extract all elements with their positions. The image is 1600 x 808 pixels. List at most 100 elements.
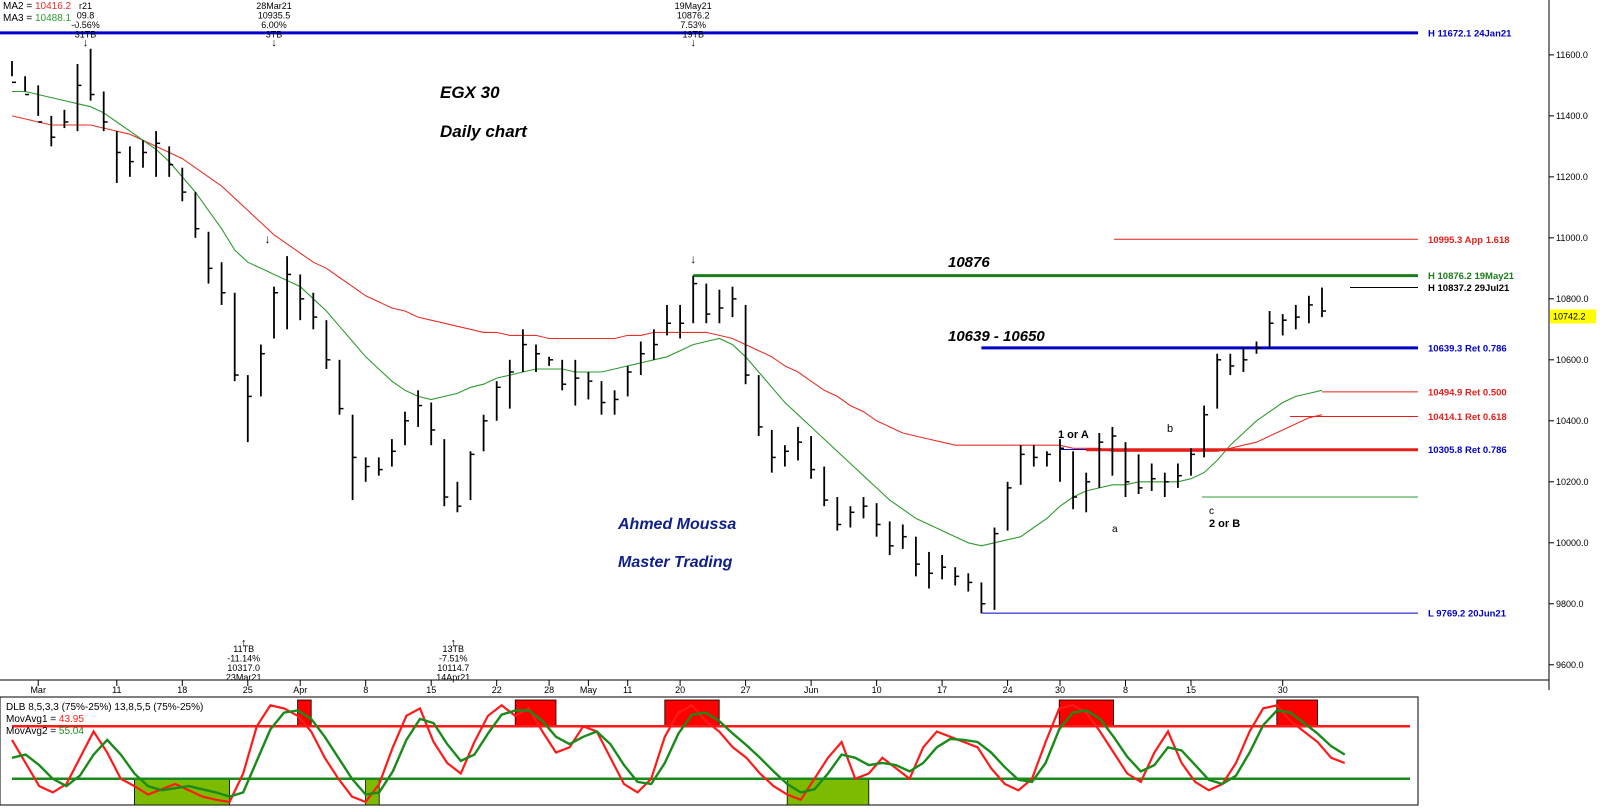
pivot-arrow-icon: ↓ bbox=[690, 252, 696, 266]
level-label: H 10876.2 19May21 bbox=[1428, 271, 1515, 282]
fib-levels: H 11672.1 24Jan21 10995.3 App 1.618 H 1087… bbox=[0, 28, 1515, 620]
y-tick-label: 11000.0 bbox=[1556, 233, 1588, 243]
x-tick-label: 25 bbox=[243, 685, 253, 695]
legend: MA2 = 10416.2 MA3 = 10488.1 bbox=[0, 0, 76, 24]
bottom-note-line: 14Apr21 bbox=[436, 673, 470, 683]
wave-a: a bbox=[1112, 524, 1118, 535]
y-tick-label: 11200.0 bbox=[1556, 172, 1588, 182]
pivot-notes: r2109.8-0.56%31TB↓28Mar2110935.56.00%3TB… bbox=[71, 1, 711, 683]
level-label: H 10837.2 29Jul21 bbox=[1428, 283, 1510, 294]
top-note-line: r21 bbox=[79, 1, 92, 11]
top-note-line: 09.8 bbox=[77, 11, 95, 21]
up-arrow-icon: ↑ bbox=[451, 637, 457, 649]
oscillator-panel bbox=[11, 699, 1410, 806]
top-note-line: 28Mar21 bbox=[256, 1, 292, 11]
legend-ma2: MA2 = 10416.2 bbox=[3, 1, 72, 12]
x-tick-label: 11 bbox=[112, 685, 121, 695]
down-arrow-icon: ↓ bbox=[690, 37, 696, 49]
level-label: 10995.3 App 1.618 bbox=[1428, 235, 1510, 246]
top-note-line: 7.53% bbox=[680, 20, 706, 30]
osc-title: DLB 8,5,3,3 (75%-25%) 13,8,5,5 (75%-25%) bbox=[6, 702, 203, 713]
x-tick-label: 10 bbox=[872, 685, 882, 695]
bottom-note-line: 10317.0 bbox=[227, 663, 260, 673]
x-tick-label: 11 bbox=[623, 685, 632, 695]
y-tick-label: 10600.0 bbox=[1556, 355, 1589, 365]
chart-frame bbox=[0, 0, 1550, 806]
wave-2-or-b: 2 or B bbox=[1209, 518, 1240, 530]
bottom-note-line: 13TB bbox=[443, 644, 465, 654]
x-tick-label: 27 bbox=[741, 685, 751, 695]
osc-mov2-value: 55.04 bbox=[59, 726, 84, 737]
x-tick-label: 30 bbox=[1278, 685, 1288, 695]
legend-ma3: MA3 = 10488.1 bbox=[3, 13, 72, 24]
level-text-10639: 10639 - 10650 bbox=[948, 328, 1045, 345]
x-tick-label: 24 bbox=[1003, 685, 1013, 695]
x-tick-label: 18 bbox=[177, 685, 187, 695]
chart-subtitle: Daily chart bbox=[440, 122, 528, 141]
x-tick-label: 20 bbox=[675, 685, 685, 695]
y-tick-label: 10400.0 bbox=[1556, 416, 1589, 426]
x-tick-label: Apr bbox=[293, 685, 307, 695]
x-tick-label: 30 bbox=[1055, 685, 1065, 695]
level-label: L 9769.2 20Jun21 bbox=[1428, 609, 1507, 620]
bottom-note-line: -11.14% bbox=[227, 654, 260, 664]
top-note-line: 31TB bbox=[75, 30, 97, 40]
up-arrow-icon: ↑ bbox=[241, 637, 247, 649]
down-arrow-icon: ↓ bbox=[83, 37, 89, 49]
level-label: 10305.8 Ret 0.786 bbox=[1428, 445, 1507, 456]
x-tick-label: Jun bbox=[804, 685, 819, 695]
y-tick-label: 10800.0 bbox=[1556, 294, 1589, 304]
x-tick-label: 28 bbox=[544, 685, 554, 695]
bottom-note-line: 23Mar21 bbox=[226, 673, 262, 683]
osc-mov2-label: MovAvg2 = bbox=[6, 726, 59, 737]
wave-1-or-a: 1 or A bbox=[1058, 429, 1089, 441]
top-note-line: 10876.2 bbox=[677, 11, 710, 21]
x-tick-label: 15 bbox=[426, 685, 436, 695]
legend-ma2-value: 10416.2 bbox=[35, 1, 72, 12]
osc-mov2: MovAvg2 = 55.04 bbox=[6, 726, 84, 737]
level-label: 10414.1 Ret 0.618 bbox=[1428, 412, 1507, 423]
pivot-arrow-icon: ↓ bbox=[264, 232, 270, 246]
top-note-line: 10935.5 bbox=[258, 11, 291, 21]
level-label: 10494.9 Ret 0.500 bbox=[1428, 387, 1507, 398]
bottom-note-line: -7.51% bbox=[439, 654, 468, 664]
level-label: 10639.3 Ret 0.786 bbox=[1428, 343, 1507, 354]
y-axis: 11600.0 11400.0 11200.0 11000.0 10800.0 10600… bbox=[1549, 50, 1596, 670]
last-price-label: 10742.2 bbox=[1553, 311, 1586, 321]
wave-b: b bbox=[1167, 423, 1173, 435]
level-label: H 11672.1 24Jan21 bbox=[1428, 28, 1512, 39]
oscillator-legend: DLB 8,5,3,3 (75%-25%) 13,8,5,5 (75%-25%)… bbox=[6, 702, 203, 737]
top-note-line: 3TB bbox=[266, 30, 283, 40]
mov-avg2-line bbox=[11, 709, 1346, 798]
bottom-note-line: 11TB bbox=[233, 644, 254, 654]
top-note-line: 19TB bbox=[682, 30, 704, 40]
chart-title: EGX 30 bbox=[440, 83, 500, 102]
top-note-line: -0.56% bbox=[71, 20, 100, 30]
x-tick-label: 8 bbox=[363, 685, 368, 695]
x-tick-label: May bbox=[580, 685, 598, 695]
mov-avg1-line bbox=[11, 703, 1346, 804]
y-tick-label: 10000.0 bbox=[1556, 538, 1589, 548]
ma3-line bbox=[12, 90, 1323, 547]
ma2-line bbox=[11, 115, 1323, 452]
y-tick-label: 9800.0 bbox=[1556, 599, 1584, 609]
osc-mov1: MovAvg1 = 43.95 bbox=[6, 714, 84, 725]
legend-ma3-label: MA3 = bbox=[3, 13, 35, 24]
y-tick-label: 10200.0 bbox=[1556, 477, 1589, 487]
author-label: Ahmed Moussa bbox=[617, 516, 736, 533]
y-tick-label: 11600.0 bbox=[1556, 50, 1588, 60]
x-tick-label: 8 bbox=[1123, 685, 1128, 695]
x-tick-label: Mar bbox=[30, 685, 46, 695]
legend-ma2-label: MA2 = bbox=[3, 1, 35, 12]
wave-c: c bbox=[1209, 506, 1214, 517]
last-price-badge bbox=[1550, 309, 1596, 324]
price-bars bbox=[11, 48, 1326, 614]
down-arrow-icon: ↓ bbox=[271, 37, 277, 49]
level-text-10876: 10876 bbox=[948, 254, 990, 271]
top-note-line: 6.00% bbox=[261, 20, 287, 30]
y-tick-label: 9600.0 bbox=[1556, 660, 1584, 670]
brand-label: Master Trading bbox=[618, 554, 733, 571]
top-note-line: 19May21 bbox=[675, 1, 712, 11]
bottom-note-line: 10114.7 bbox=[437, 663, 469, 673]
